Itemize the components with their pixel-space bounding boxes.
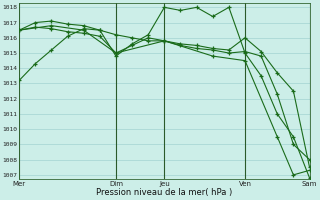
X-axis label: Pression niveau de la mer( hPa ): Pression niveau de la mer( hPa ) [96, 188, 232, 197]
